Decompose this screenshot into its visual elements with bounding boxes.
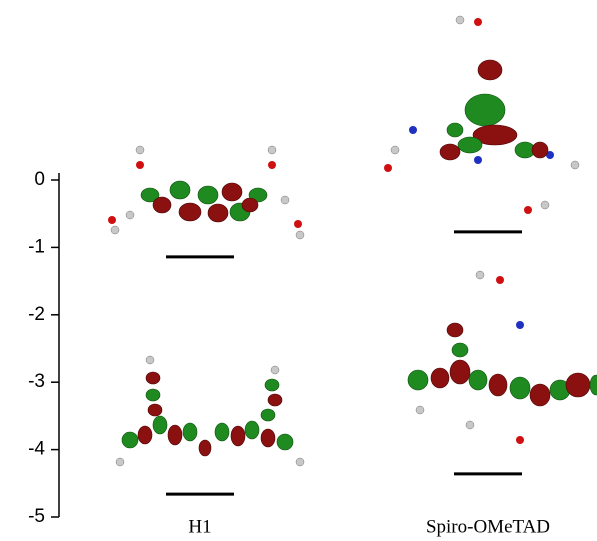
y-tick-label: -4 [28,439,45,460]
y-tick-label: -5 [28,506,45,527]
y-tick-label: -3 [28,371,45,392]
spiro-lumo-orbital [384,15,580,214]
spiro-homo-orbital [407,270,597,444]
h1-homo-orbital [115,355,305,467]
h1-lumo-orbital [108,145,305,240]
y-tick-label: 0 [34,169,45,190]
y-tick-label: -2 [28,304,45,325]
category-label: Spiro-OMeTAD [426,516,550,537]
y-tick-label: -1 [28,236,45,257]
category-label: H1 [188,516,211,537]
